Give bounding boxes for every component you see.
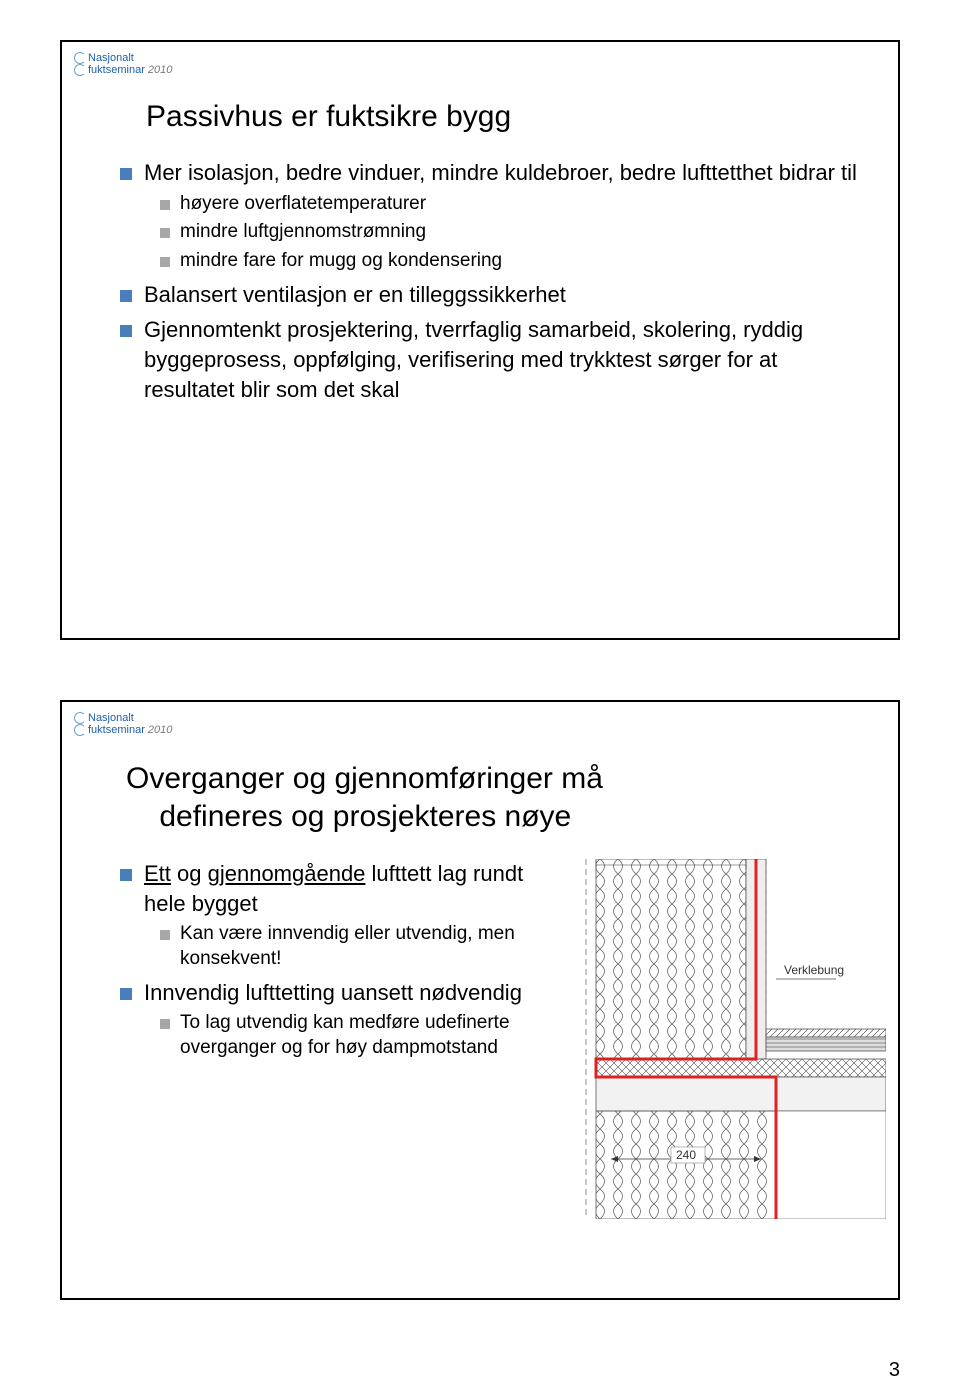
bullet: Gjennomtenkt prosjektering, tverrfaglig … bbox=[116, 315, 864, 404]
bullet-underline: gjennomgående bbox=[208, 861, 366, 886]
sub-bullet: høyere overflatetemperaturer bbox=[156, 192, 864, 217]
logo-line1: Nasjonalt bbox=[88, 52, 134, 64]
slide-2: Nasjonalt fuktseminar 2010 Overganger og… bbox=[60, 700, 900, 1300]
slide2-bullets: Ett og gjennomgående lufttett lag rundt … bbox=[116, 859, 526, 1061]
slide1-title: Passivhus er fuktsikre bygg bbox=[146, 100, 864, 134]
bullet: Mer isolasjon, bedre vinduer, mindre kul… bbox=[116, 158, 864, 274]
swirl-icon bbox=[74, 64, 86, 76]
swirl-icon bbox=[74, 724, 86, 736]
title-line1: Overganger og gjennomføringer må bbox=[126, 762, 603, 795]
logo-line1: Nasjonalt bbox=[88, 712, 134, 724]
dim-240: 240 bbox=[676, 1148, 696, 1162]
slide2-text: Ett og gjennomgående lufttett lag rundt … bbox=[96, 859, 526, 1067]
slide2-content: Ett og gjennomgående lufttett lag rundt … bbox=[96, 859, 864, 1219]
slide1-bullets: Mer isolasjon, bedre vinduer, mindre kul… bbox=[116, 158, 864, 405]
swirl-icon bbox=[74, 52, 86, 64]
detail-svg: Verklebung 240 bbox=[546, 859, 886, 1219]
slide2-title: Overganger og gjennomføringer må definer… bbox=[126, 760, 864, 835]
swirl-icon bbox=[74, 712, 86, 724]
bullet-text: Mer isolasjon, bedre vinduer, mindre kul… bbox=[144, 160, 857, 185]
page-number: 3 bbox=[889, 1359, 900, 1382]
logo-year: 2010 bbox=[148, 64, 172, 76]
logo-year: 2010 bbox=[148, 724, 172, 736]
seminar-logo: Nasjonalt fuktseminar 2010 bbox=[74, 52, 172, 76]
bullet: Innvendig lufttetting uansett nødvendig … bbox=[116, 978, 526, 1061]
logo-line2: fuktseminar bbox=[88, 724, 145, 736]
sub-bullet: Kan være innvendig eller utvendig, men k… bbox=[156, 922, 526, 971]
seminar-logo: Nasjonalt fuktseminar 2010 bbox=[74, 712, 172, 736]
logo-line2: fuktseminar bbox=[88, 64, 145, 76]
sub-bullet: mindre luftgjennomstrømning bbox=[156, 220, 864, 245]
bullet-part: og bbox=[171, 861, 208, 886]
title-line2: defineres og prosjekteres nøye bbox=[159, 800, 571, 833]
sub-bullets: Kan være innvendig eller utvendig, men k… bbox=[156, 922, 526, 971]
sub-bullets: høyere overflatetemperaturer mindre luft… bbox=[156, 192, 864, 274]
bullet-text: Innvendig lufttetting uansett nødvendig bbox=[144, 980, 522, 1005]
sub-bullets: To lag utvendig kan medføre udefinerte o… bbox=[156, 1011, 526, 1060]
bullet: Balansert ventilasjon er en tilleggssikk… bbox=[116, 280, 864, 310]
sub-bullet: mindre fare for mugg og kondensering bbox=[156, 249, 864, 274]
label-verklebung: Verklebung bbox=[784, 963, 844, 977]
sub-bullet: To lag utvendig kan medføre udefinerte o… bbox=[156, 1011, 526, 1060]
wall-detail-diagram: Verklebung 240 bbox=[546, 859, 886, 1219]
construction-detail: Verklebung 240 bbox=[546, 859, 886, 1219]
slide-1: Nasjonalt fuktseminar 2010 Passivhus er … bbox=[60, 40, 900, 640]
bullet-underline: Ett bbox=[144, 861, 171, 886]
bullet: Ett og gjennomgående lufttett lag rundt … bbox=[116, 859, 526, 972]
